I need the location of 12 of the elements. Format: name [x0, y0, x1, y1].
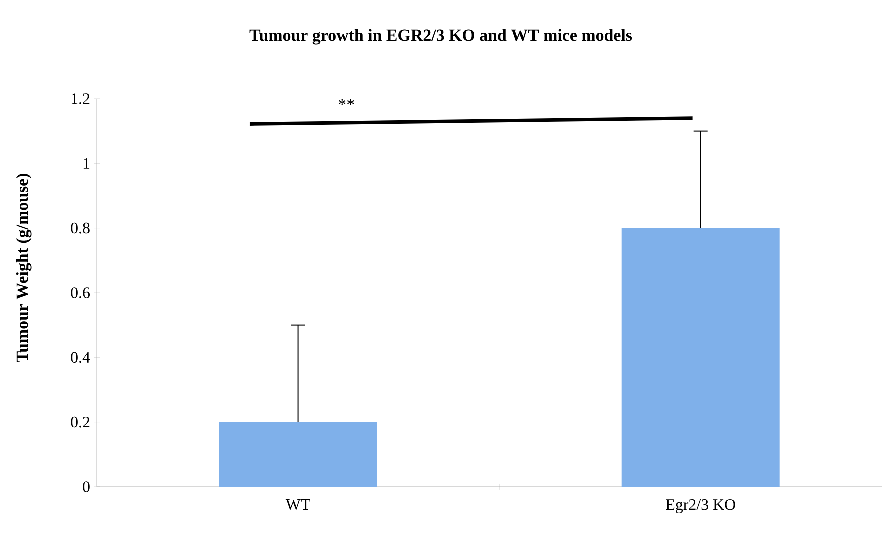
y-tick-label: 1.2 — [72, 94, 90, 104]
x-tick-label: Egr2/3 KO — [666, 500, 736, 514]
annotation: ** — [338, 99, 354, 106]
y-tick-label: 0.6 — [71, 288, 90, 298]
y-tick-label: 0 — [83, 482, 90, 492]
x-tick-label: WT — [286, 500, 310, 510]
y-axis-title: Tumour Weight (g/mouse) — [16, 174, 32, 362]
y-tick-label: 0.8 — [71, 222, 90, 234]
y-tick-label: 1 — [84, 158, 90, 169]
chart-title: Tumour growth in EGR2/3 KO and WT mice models — [250, 29, 632, 45]
y-tick-label: 0.4 — [71, 352, 90, 364]
y-tick-label: 0.2 — [71, 416, 90, 428]
